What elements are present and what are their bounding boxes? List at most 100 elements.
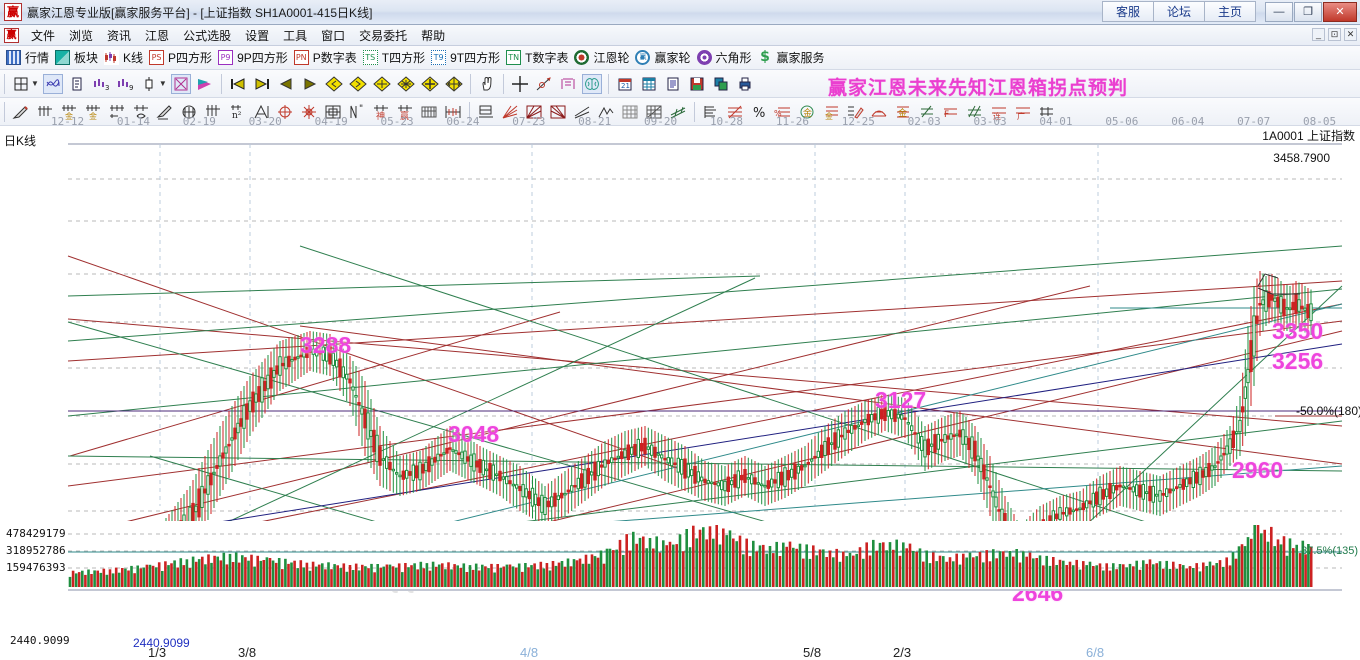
- toolbar-9p-square-button[interactable]: P9 9P四方形: [218, 49, 288, 66]
- gann-grid-fan-icon[interactable]: [548, 102, 568, 122]
- chart-style-icon[interactable]: [43, 74, 63, 94]
- calendar-icon[interactable]: 21: [615, 74, 635, 94]
- fraction-tick-label: 3/8: [238, 645, 256, 660]
- volume-pct-label: 37.5%(135): [1301, 545, 1358, 557]
- comb-grid-icon[interactable]: [419, 102, 439, 122]
- price-chart-svg[interactable]: [0, 126, 1360, 586]
- hand-pan-icon[interactable]: [477, 74, 497, 94]
- candle-icon[interactable]: [139, 74, 159, 94]
- guang-lines-icon[interactable]: 广: [1013, 102, 1033, 122]
- n-squared-icon[interactable]: n²: [227, 102, 247, 122]
- menu-item-formula-stock-pick[interactable]: 公式选股: [176, 26, 238, 45]
- last-price-label: 3458.7900: [1273, 151, 1330, 165]
- mdi-minimize-button[interactable]: _: [1312, 28, 1325, 41]
- toolbar-sector-button[interactable]: 板块: [55, 49, 98, 66]
- first-page-icon[interactable]: [228, 74, 248, 94]
- toolbar-separator: [608, 74, 609, 94]
- fraction-tick-label: 4/8: [520, 645, 538, 660]
- spreadsheet-icon[interactable]: [639, 74, 659, 94]
- labeled-toolbar: 行情 板块 K线 PS P四方形 P9: [0, 46, 1360, 70]
- chart-area[interactable]: 日K线 赢家财富网 www.yingjia360.com QQ:10080036…: [0, 126, 1360, 586]
- toolbar-winner-wheel-button[interactable]: 赢 赢家轮: [635, 49, 690, 66]
- price-annotation: 3350: [1272, 318, 1323, 345]
- pattern-tool-icon[interactable]: [558, 74, 578, 94]
- document-icon[interactable]: [663, 74, 683, 94]
- zoom-out-icon[interactable]: [396, 74, 416, 94]
- menu-item-settings[interactable]: 设置: [238, 26, 276, 45]
- ts-box-icon: TS: [363, 50, 378, 65]
- kline-9-icon[interactable]: 9: [115, 74, 135, 94]
- toolbar-hexagon-label: 六角形: [716, 49, 752, 66]
- menu-item-browse[interactable]: 浏览: [62, 26, 100, 45]
- brain-analysis-icon[interactable]: [582, 74, 602, 94]
- grid-overlay-icon[interactable]: [620, 102, 640, 122]
- crosshair-icon[interactable]: [510, 74, 530, 94]
- toolbar-t-number-table-button[interactable]: TN T数字表: [506, 49, 568, 66]
- kline-3-icon[interactable]: 3: [91, 74, 111, 94]
- forum-button[interactable]: 论坛: [1153, 1, 1205, 22]
- zoom-in-icon[interactable]: [372, 74, 392, 94]
- close-button[interactable]: ✕: [1323, 2, 1357, 22]
- zoom-right-icon[interactable]: [348, 74, 368, 94]
- save-disk-icon[interactable]: [687, 74, 707, 94]
- volume-panel[interactable]: 478429179 318952786 159476393 37.5%(135): [0, 521, 1360, 591]
- mdi-close-button[interactable]: ✕: [1344, 28, 1357, 41]
- print-icon[interactable]: [735, 74, 755, 94]
- winner-wheel-icon: 赢: [635, 50, 650, 65]
- toolbar-winner-service-button[interactable]: $ 赢家服务: [758, 49, 825, 66]
- menu-item-tools[interactable]: 工具: [276, 26, 314, 45]
- color-chart-icon[interactable]: [195, 74, 215, 94]
- maximize-button[interactable]: ❐: [1294, 2, 1322, 22]
- scroll-right-icon[interactable]: [300, 74, 320, 94]
- candle-dropdown-icon[interactable]: ▼: [159, 79, 167, 88]
- menu-item-news[interactable]: 资讯: [100, 26, 138, 45]
- toolbar-p-number-table-button[interactable]: PN P数字表: [294, 49, 357, 66]
- toolbar-kline-label: K线: [123, 49, 143, 66]
- measure-quote-icon[interactable]: ": [347, 102, 367, 122]
- gann-box-icon[interactable]: [171, 74, 191, 94]
- kline-bars-icon: [104, 50, 119, 65]
- svg-text:n²: n²: [232, 111, 242, 120]
- zoom-left-icon[interactable]: [324, 74, 344, 94]
- mdi-restore-button[interactable]: ⊡: [1328, 28, 1341, 41]
- gann-gold-cycle2-icon[interactable]: 金: [83, 102, 103, 122]
- date-tick-label: 03-03: [974, 115, 1007, 128]
- toolbar-9t-square-label: 9T四方形: [450, 49, 500, 66]
- menu-item-help[interactable]: 帮助: [414, 26, 452, 45]
- toolbar-hexagon-button[interactable]: 六角形: [697, 49, 752, 66]
- homepage-button[interactable]: 主页: [1204, 1, 1256, 22]
- expand-icon[interactable]: [420, 74, 440, 94]
- customer-service-button[interactable]: 客服: [1102, 1, 1154, 22]
- menu-item-window[interactable]: 窗口: [314, 26, 352, 45]
- toolbar-winner-service-label: 赢家服务: [777, 49, 825, 66]
- toolbar-t-square-button[interactable]: TS T四方形: [363, 49, 425, 66]
- volume-chart-svg[interactable]: [0, 521, 1360, 591]
- menu-item-trade[interactable]: 交易委托: [352, 26, 414, 45]
- volume-axis-label-3: 159476393: [6, 561, 66, 574]
- toolbar-9t-square-button[interactable]: T9 9T四方形: [431, 49, 500, 66]
- measure-angle-icon[interactable]: [534, 74, 554, 94]
- percent-icon[interactable]: %: [749, 102, 769, 122]
- scroll-left-icon[interactable]: [276, 74, 296, 94]
- fe-lines-icon[interactable]: F: [941, 102, 961, 122]
- ps-box-icon: PS: [149, 50, 164, 65]
- gold-level-icon[interactable]: 金: [821, 102, 841, 122]
- toolbar-kline-button[interactable]: K线: [104, 49, 143, 66]
- last-page-icon[interactable]: [252, 74, 272, 94]
- report-icon[interactable]: [67, 74, 87, 94]
- save-layout-dropdown-icon[interactable]: ▼: [31, 79, 39, 88]
- menu-item-gann[interactable]: 江恩: [138, 26, 176, 45]
- toolbar-p-square-button[interactable]: PS P四方形: [149, 49, 212, 66]
- svg-text:": ": [359, 104, 363, 114]
- pencil-draw-icon[interactable]: [11, 102, 31, 122]
- pn-box-icon: PN: [294, 50, 309, 65]
- fit-icon[interactable]: [444, 74, 464, 94]
- copy-icon[interactable]: [711, 74, 731, 94]
- cycle-pen-icon[interactable]: [155, 102, 175, 122]
- toolbar-market-button[interactable]: 行情: [6, 49, 49, 66]
- save-layout-icon[interactable]: [11, 74, 31, 94]
- price-annotation: 3048: [448, 421, 499, 448]
- menu-item-file[interactable]: 文件: [24, 26, 62, 45]
- toolbar-gann-wheel-button[interactable]: 江恩轮: [574, 49, 629, 66]
- minimize-button[interactable]: —: [1265, 2, 1293, 22]
